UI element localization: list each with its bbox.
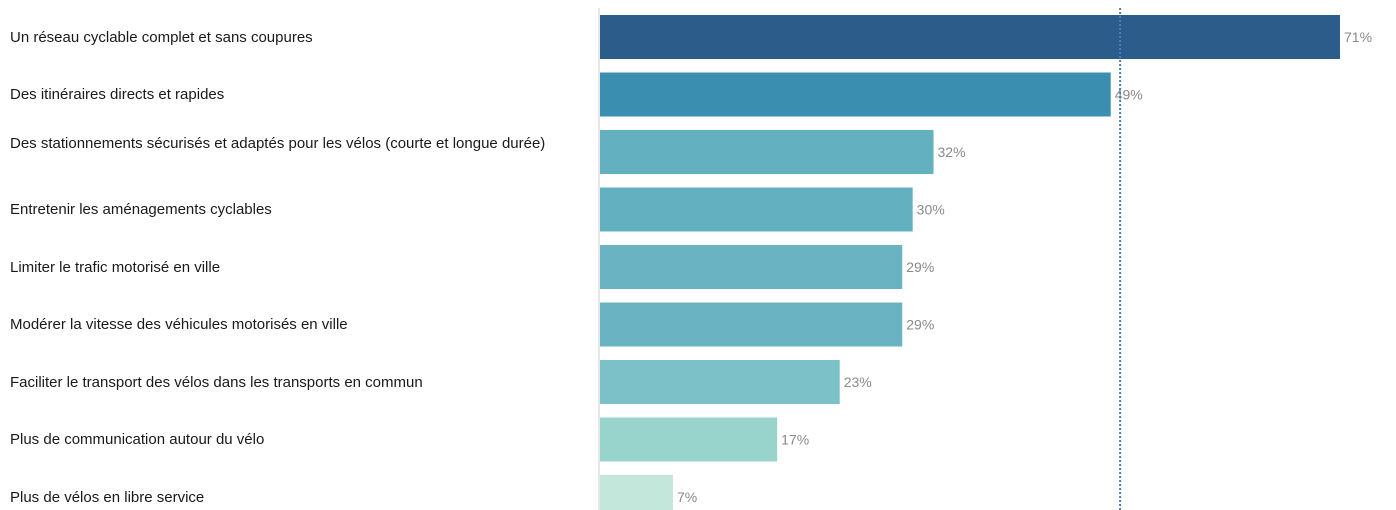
bar: [600, 475, 673, 510]
bar: [600, 245, 903, 289]
category-label: Modérer la vitesse des véhicules motoris…: [10, 316, 348, 333]
data-label: 49%: [1115, 87, 1143, 103]
data-label: 29%: [906, 317, 934, 333]
category-label: Entretenir les aménagements cyclables: [10, 201, 272, 218]
bar: [600, 72, 1111, 117]
data-label: 17%: [781, 432, 809, 448]
data-label: 23%: [844, 374, 872, 390]
bar: [600, 15, 1340, 59]
bar: [600, 360, 840, 404]
bar: [600, 187, 913, 232]
data-label: 32%: [938, 144, 966, 160]
bar: [600, 302, 903, 347]
category-label: Limiter le trafic motorisé en ville: [10, 258, 221, 276]
category-label: Des stationnements sécurisés et adaptés …: [10, 135, 546, 152]
bar: [600, 417, 778, 462]
category-label: Plus de vélos en libre service: [10, 488, 205, 506]
data-label: 29%: [906, 259, 934, 275]
bar: [600, 130, 934, 174]
category-label: Faciliter le transport des vélos dans le…: [10, 373, 423, 391]
category-label: Plus de communication autour du vélo: [10, 431, 265, 448]
data-label: 7%: [677, 489, 697, 505]
data-label: 30%: [917, 202, 945, 218]
data-label: 71%: [1344, 29, 1372, 45]
category-label: Des itinéraires directs et rapides: [10, 86, 225, 103]
category-label: Un réseau cyclable complet et sans coupu…: [10, 28, 313, 46]
